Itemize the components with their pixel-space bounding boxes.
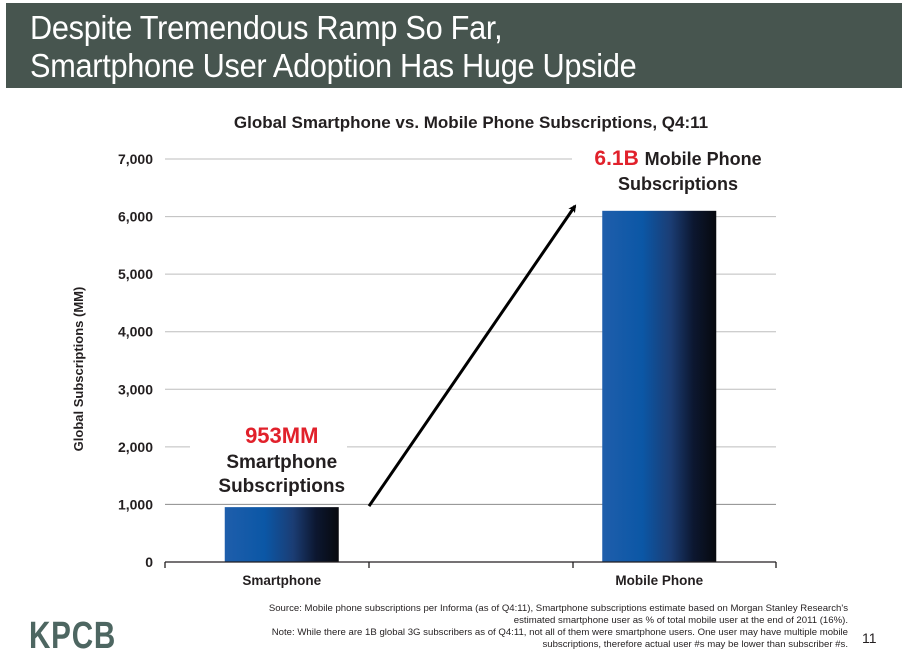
- header-band: Despite Tremendous Ramp So Far, Smartpho…: [6, 3, 902, 88]
- disclaimer-note-line-1: Note: While there are 1B global 3G subsc…: [271, 627, 848, 638]
- bar-mobile-phone: [602, 210, 717, 563]
- y-tick-label: 0: [145, 554, 153, 570]
- page-number: 11: [862, 630, 877, 646]
- y-tick-label: 6,000: [118, 209, 153, 225]
- y-tick-label: 2,000: [118, 439, 153, 455]
- source-note-line-2: estimated smartphone user as % of total …: [513, 615, 848, 626]
- chart-title: Global Smartphone vs. Mobile Phone Subsc…: [234, 113, 708, 132]
- slide-title-line-1: Despite Tremendous Ramp So Far,: [30, 9, 503, 46]
- y-tick-label: 3,000: [118, 381, 153, 397]
- y-axis-label: Global Subscriptions (MM): [71, 287, 86, 452]
- slide-title-line-2: Smartphone User Adoption Has Huge Upside: [30, 47, 637, 84]
- y-tick-label: 4,000: [118, 324, 153, 340]
- annotation-backdrop: [572, 140, 778, 196]
- growth-arrow: [367, 204, 577, 507]
- smartphone-value-callout: 953MM: [245, 423, 318, 448]
- bar-smartphone: [224, 507, 339, 562]
- mobile-callout-line-1: 6.1B Mobile Phone: [594, 147, 761, 170]
- mobile-callout-line-2: Subscriptions: [618, 174, 738, 194]
- x-tick-label: Smartphone: [242, 573, 321, 588]
- x-tick-label: Mobile Phone: [615, 573, 703, 588]
- mobile-value-callout: 6.1B: [594, 147, 644, 170]
- annotation-backdrop: [190, 420, 347, 498]
- bar-chart: Global Smartphone vs. Mobile Phone Subsc…: [71, 113, 778, 588]
- y-tick-label: 7,000: [118, 151, 153, 167]
- footnotes: Source: Mobile phone subscriptions per I…: [148, 603, 848, 651]
- y-tick-label: 5,000: [118, 266, 153, 282]
- kpcb-logo: KPCB: [29, 615, 117, 657]
- mobile-callout-label: Mobile Phone: [645, 149, 762, 169]
- smartphone-callout-text: Subscriptions: [218, 476, 345, 497]
- disclaimer-note-line-2: subscriptions, therefore actual user #s …: [542, 639, 848, 650]
- source-note-line-1: Source: Mobile phone subscriptions per I…: [268, 603, 848, 614]
- smartphone-callout-text: Smartphone: [226, 452, 337, 473]
- y-tick-label: 1,000: [118, 496, 153, 512]
- slide-title: Despite Tremendous Ramp So Far, Smartpho…: [30, 9, 637, 85]
